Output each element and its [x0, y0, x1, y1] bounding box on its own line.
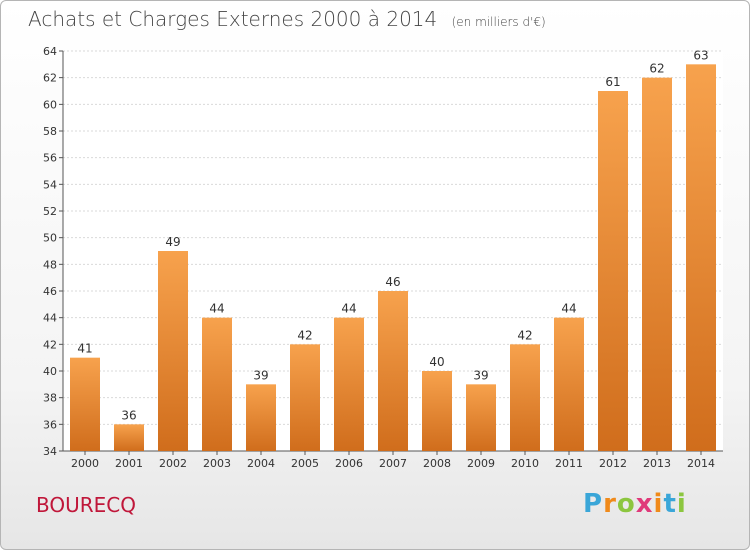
- bar-2013: [642, 77, 672, 452]
- y-tick-label: 58: [43, 125, 57, 138]
- value-label-2002: 49: [165, 235, 180, 249]
- logo-letter: P: [583, 489, 604, 519]
- logo-letter: i: [676, 489, 687, 519]
- bar-2009: [466, 384, 496, 451]
- y-tick-label: 44: [43, 312, 57, 325]
- bar-2014: [686, 64, 716, 452]
- bar-2010: [510, 344, 540, 451]
- bar-2008: [422, 371, 452, 451]
- x-tick-label-2012: 2012: [599, 457, 627, 470]
- bar-2007: [378, 291, 408, 451]
- value-label-2007: 46: [385, 275, 400, 289]
- bar-2004: [246, 384, 276, 451]
- x-tick-label-2007: 2007: [379, 457, 407, 470]
- value-label-2008: 40: [429, 355, 444, 369]
- bar-2003: [202, 317, 232, 451]
- y-tick-label: 56: [43, 152, 57, 165]
- proxiti-logo: Proxiti: [583, 489, 687, 519]
- x-tick-label-2011: 2011: [555, 457, 583, 470]
- x-tick-label-2014: 2014: [687, 457, 715, 470]
- x-tick-label-2010: 2010: [511, 457, 539, 470]
- y-tick-label: 48: [43, 258, 57, 271]
- x-tick-label-2003: 2003: [203, 457, 231, 470]
- bar-2002: [158, 251, 188, 451]
- logo-letter: r: [603, 489, 617, 519]
- chart-title: Achats et Charges Externes 2000 à 2014 (…: [28, 7, 546, 31]
- place-name: BOURECQ: [36, 493, 136, 517]
- bar-2011: [554, 317, 584, 451]
- value-label-2004: 39: [253, 368, 268, 382]
- x-tick-label-2001: 2001: [115, 457, 143, 470]
- y-tick-label: 50: [43, 232, 57, 245]
- bar-2006: [334, 317, 364, 451]
- value-label-2001: 36: [121, 408, 136, 422]
- y-tick-label: 46: [43, 285, 57, 298]
- y-tick-label: 42: [43, 338, 57, 351]
- value-label-2000: 41: [77, 342, 92, 356]
- y-tick-label: 52: [43, 205, 57, 218]
- bar-2000: [70, 357, 100, 451]
- logo-letter: x: [635, 489, 654, 519]
- y-tick-label: 34: [43, 445, 57, 458]
- logo-letter: t: [663, 489, 677, 519]
- x-tick-label-2005: 2005: [291, 457, 319, 470]
- x-tick-label-2006: 2006: [335, 457, 363, 470]
- y-tick-label: 38: [43, 392, 57, 405]
- x-tick-label-2004: 2004: [247, 457, 275, 470]
- chart-title-text: Achats et Charges Externes 2000 à 2014: [28, 7, 438, 31]
- y-tick-label: 54: [43, 178, 57, 191]
- y-tick-label: 36: [43, 418, 57, 431]
- x-tick-label-2000: 2000: [71, 457, 99, 470]
- value-label-2003: 44: [209, 302, 224, 316]
- x-tick-label-2008: 2008: [423, 457, 451, 470]
- x-tick-label-2013: 2013: [643, 457, 671, 470]
- value-label-2011: 44: [561, 302, 576, 316]
- y-tick-label: 64: [43, 45, 57, 58]
- y-tick-label: 40: [43, 365, 57, 378]
- bar-2001: [114, 424, 144, 451]
- value-label-2005: 42: [297, 328, 312, 342]
- y-tick-label: 62: [43, 72, 57, 85]
- bar-2005: [290, 344, 320, 451]
- value-label-2012: 61: [605, 75, 620, 89]
- value-label-2014: 63: [693, 48, 708, 62]
- value-label-2010: 42: [517, 328, 532, 342]
- value-label-2009: 39: [473, 368, 488, 382]
- x-tick-label-2009: 2009: [467, 457, 495, 470]
- logo-letter: o: [616, 489, 636, 519]
- bar-2012: [598, 91, 628, 451]
- x-tick-label-2002: 2002: [159, 457, 187, 470]
- y-tick-label: 60: [43, 98, 57, 111]
- value-label-2006: 44: [341, 302, 356, 316]
- logo-letter: i: [653, 489, 664, 519]
- value-label-2013: 62: [649, 62, 664, 76]
- chart-subtitle: (en milliers d'€): [451, 15, 546, 29]
